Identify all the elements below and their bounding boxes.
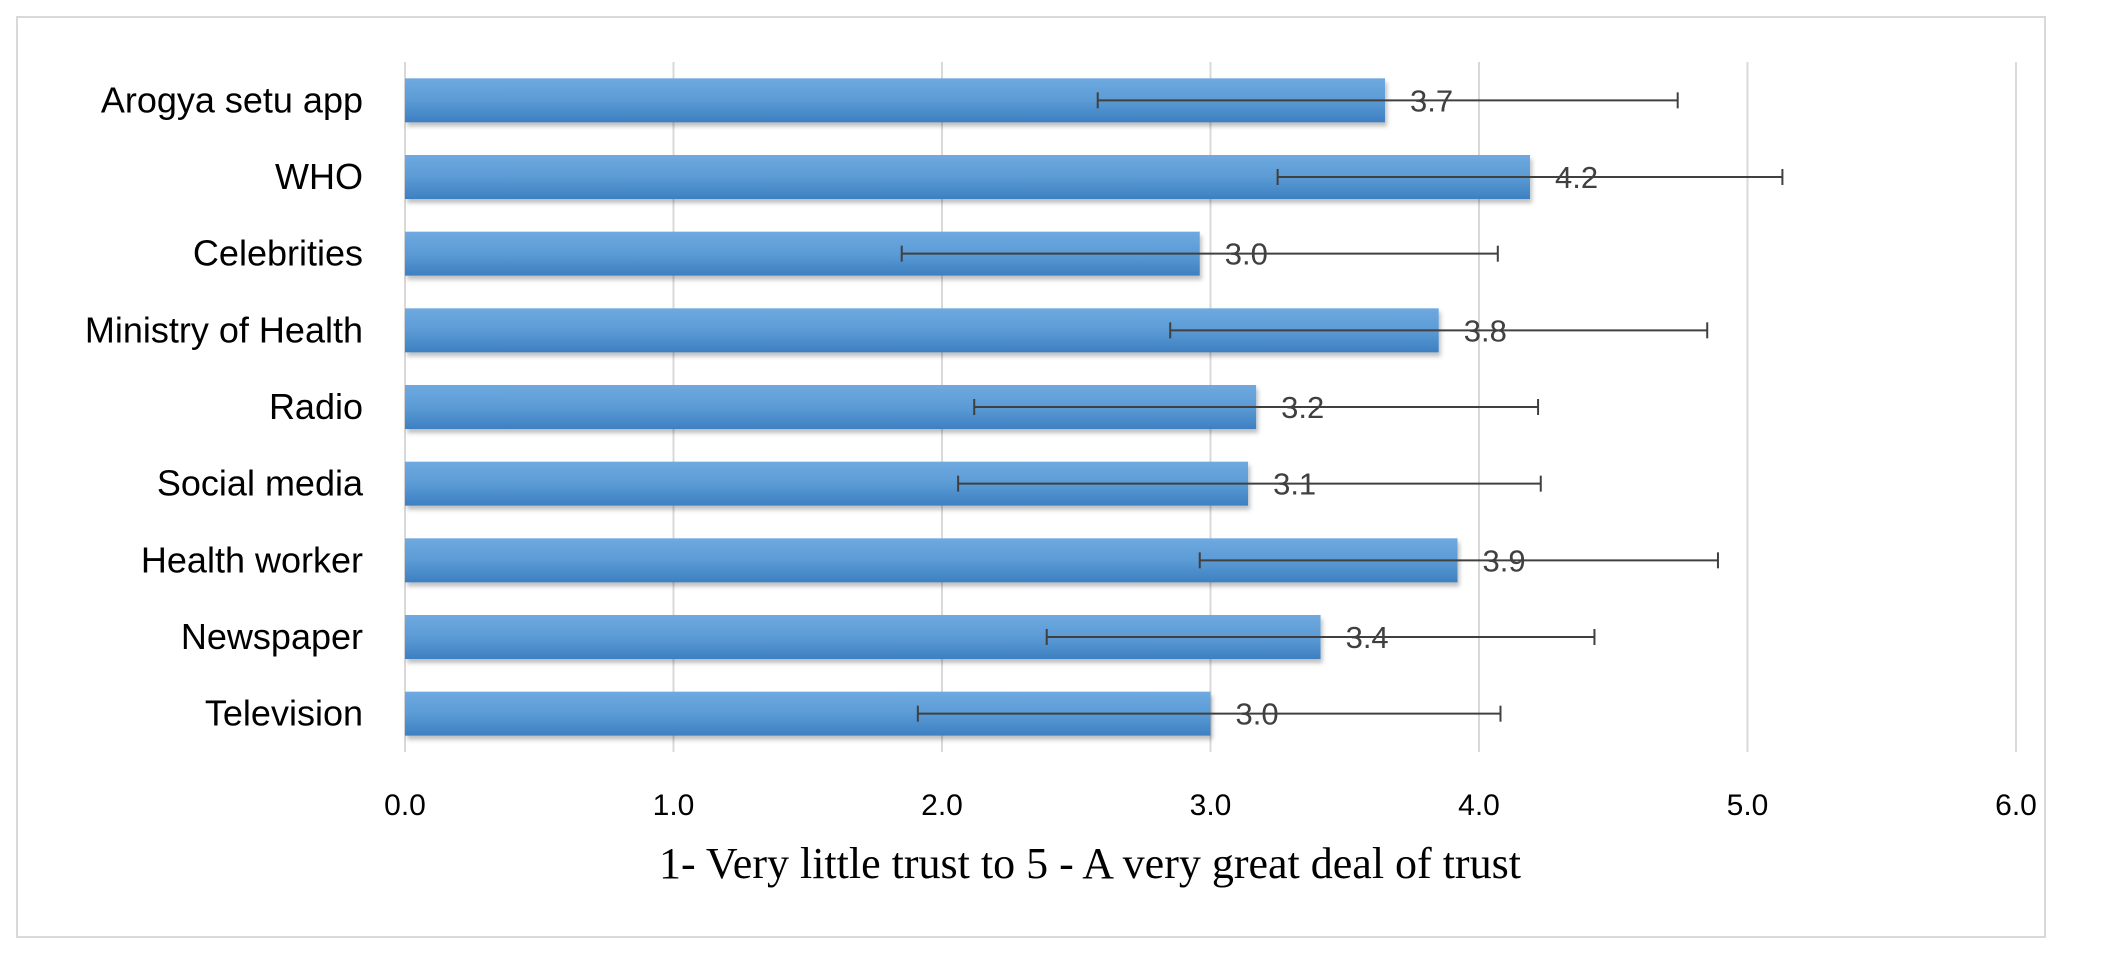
labels: 0.0 1.0 2.0 3.0 4.0 5.0 6.0 Arogya setu app 3.7 W… — [85, 79, 2037, 822]
error-bars — [900, 92, 1784, 722]
data-label: 3.0 — [1225, 237, 1268, 272]
data-label: 3.9 — [1483, 543, 1526, 578]
data-label: 3.4 — [1346, 620, 1389, 655]
category-label: Newspaper — [181, 616, 363, 657]
category-label: Celebrities — [193, 233, 363, 274]
category-label: Arogya setu app — [101, 79, 363, 120]
data-label: 3.7 — [1410, 83, 1453, 118]
x-tick-label: 6.0 — [1995, 789, 2037, 822]
data-label: 4.2 — [1555, 160, 1598, 195]
category-label: Ministry of Health — [85, 309, 363, 350]
x-tick-label: 4.0 — [1458, 789, 1500, 822]
category-label: WHO — [275, 156, 363, 197]
data-label: 3.1 — [1273, 467, 1316, 502]
category-label: Health worker — [141, 539, 363, 580]
data-label: 3.0 — [1236, 697, 1279, 732]
category-label: Television — [205, 693, 363, 734]
x-axis-title: 1- Very little trust to 5 - A very great… — [659, 839, 1521, 888]
category-label: Social media — [157, 463, 364, 504]
x-tick-label: 0.0 — [384, 789, 426, 822]
x-tick-label: 3.0 — [1190, 789, 1232, 822]
x-tick-label: 2.0 — [921, 789, 963, 822]
data-label: 3.8 — [1464, 313, 1507, 348]
x-tick-label: 1.0 — [653, 789, 695, 822]
data-label: 3.2 — [1281, 390, 1324, 425]
x-tick-label: 5.0 — [1727, 789, 1769, 822]
category-label: Radio — [269, 386, 363, 427]
